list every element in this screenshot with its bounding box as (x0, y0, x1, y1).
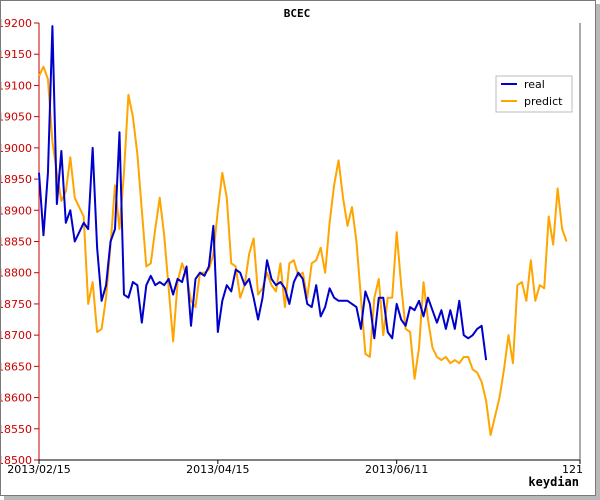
x-axis: 2013/02/15 2013/04/15 2013/06/11 121 (7, 460, 583, 476)
legend-box (495, 75, 573, 113)
series-line-real (38, 25, 488, 361)
y-tick-label: 18600 (1, 392, 32, 405)
legend: real predict (495, 75, 573, 113)
y-tick-label: 18950 (1, 173, 32, 186)
y-tick-label: 19200 (1, 17, 32, 30)
x-tick-label: 2013/04/15 (186, 463, 249, 476)
y-tick-label: 18850 (1, 236, 32, 249)
y-tick-label: 18750 (1, 298, 32, 311)
y-tick-label: 19150 (1, 48, 32, 61)
y-tick-label: 18650 (1, 360, 32, 373)
legend-label-real: real (524, 78, 545, 91)
y-tick-label: 18500 (1, 454, 32, 467)
chart-title: BCEC (284, 7, 311, 20)
y-tick-label: 18900 (1, 204, 32, 217)
series-line-predict (38, 65, 568, 437)
y-axis: 18500 18550 18600 18650 18700 18750 18800 18850… (1, 17, 39, 467)
line-chart: BCEC 18500 18550 18600 18650 18700 18750 18800… (1, 7, 583, 489)
y-tick-label: 18700 (1, 329, 32, 342)
x-tick-label: 121 (562, 463, 583, 476)
series-layer (38, 25, 568, 437)
y-tick-label: 18800 (1, 267, 32, 280)
y-tick-label: 19050 (1, 111, 32, 124)
y-tick-label: 19000 (1, 142, 32, 155)
x-tick-label: 2013/06/11 (365, 463, 428, 476)
x-axis-label: keydian (528, 475, 579, 489)
legend-label-predict: predict (524, 95, 563, 108)
y-tick-label: 19100 (1, 79, 32, 92)
x-tick-label: 2013/02/15 (7, 463, 70, 476)
y-tick-label: 18550 (1, 423, 32, 436)
